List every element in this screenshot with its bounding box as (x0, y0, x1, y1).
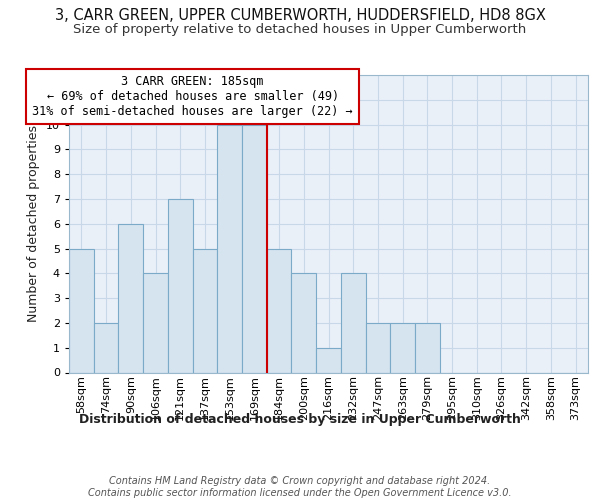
Text: Size of property relative to detached houses in Upper Cumberworth: Size of property relative to detached ho… (73, 22, 527, 36)
Bar (267, 248, 292, 372)
Bar (193, 248, 217, 372)
Bar (365, 323, 390, 372)
Bar (341, 274, 365, 372)
Bar (390, 323, 415, 372)
Y-axis label: Number of detached properties: Number of detached properties (27, 125, 40, 322)
Bar (168, 199, 193, 372)
Bar (415, 323, 440, 372)
Bar (69, 248, 94, 372)
Bar (118, 224, 143, 372)
Bar (292, 274, 316, 372)
Bar (242, 124, 267, 372)
Text: 3 CARR GREEN: 185sqm
← 69% of detached houses are smaller (49)
31% of semi-detac: 3 CARR GREEN: 185sqm ← 69% of detached h… (32, 75, 353, 118)
Text: Distribution of detached houses by size in Upper Cumberworth: Distribution of detached houses by size … (79, 412, 521, 426)
Bar (94, 323, 118, 372)
Bar (143, 274, 168, 372)
Text: 3, CARR GREEN, UPPER CUMBERWORTH, HUDDERSFIELD, HD8 8GX: 3, CARR GREEN, UPPER CUMBERWORTH, HUDDER… (55, 8, 545, 22)
Bar (217, 124, 242, 372)
Bar (316, 348, 341, 372)
Text: Contains HM Land Registry data © Crown copyright and database right 2024.
Contai: Contains HM Land Registry data © Crown c… (88, 476, 512, 498)
